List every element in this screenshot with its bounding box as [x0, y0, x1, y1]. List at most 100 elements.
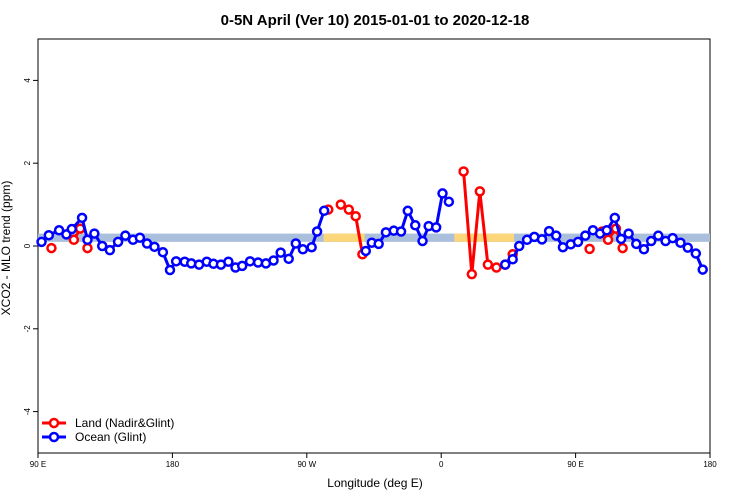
y-tick-label: 4	[23, 78, 32, 83]
data-point	[690, 248, 702, 259]
data-point	[318, 205, 330, 217]
data-point	[76, 212, 88, 224]
data-point	[335, 199, 347, 210]
data-point	[617, 242, 628, 254]
data-point	[584, 243, 595, 255]
data-point	[430, 222, 442, 233]
data-point	[66, 223, 78, 235]
data-point	[601, 225, 613, 236]
data-point	[120, 230, 131, 241]
data-point	[275, 247, 286, 258]
data-point	[638, 244, 650, 255]
legend: Land (Nadir&Glint) Ocean (Glint)	[42, 416, 174, 444]
data-point	[623, 228, 634, 239]
data-point	[297, 244, 309, 255]
data-point	[682, 242, 694, 253]
legend-marker-ocean	[48, 431, 60, 443]
data-point	[96, 240, 108, 252]
data-point	[550, 230, 562, 241]
data-point	[343, 204, 355, 215]
y-tick-label: 2	[23, 160, 32, 165]
data-point	[437, 188, 448, 199]
chart-title: 0-5N April (Ver 10) 2015-01-01 to 2020-1…	[221, 12, 530, 29]
data-point	[645, 235, 657, 247]
x-tick-label: 90 W	[297, 460, 316, 469]
data-point	[104, 244, 116, 256]
y-tick-label: 0	[23, 243, 32, 248]
data-point	[53, 225, 65, 236]
data-point	[615, 233, 627, 245]
series-land	[46, 166, 628, 280]
data-point	[164, 264, 176, 276]
y-tick-label: -4	[23, 407, 32, 415]
data-point	[572, 236, 584, 248]
data-point	[149, 241, 160, 253]
data-point	[268, 255, 279, 266]
y-tick-label: -2	[23, 325, 32, 333]
data-point	[395, 226, 407, 237]
data-point	[46, 242, 57, 254]
data-point	[410, 220, 421, 231]
legend-label-land: Land (Nadir&Glint)	[75, 416, 174, 430]
data-point	[697, 264, 708, 275]
x-axis-label: Longitude (deg E)	[327, 476, 422, 490]
x-tick-label: 180	[703, 460, 717, 469]
data-point	[244, 256, 256, 267]
data-point	[82, 242, 93, 254]
data-point	[536, 234, 548, 245]
data-point	[43, 229, 55, 241]
data-point	[157, 246, 169, 258]
x-axis: 90 E 180 90 W 0 90 E 180	[30, 453, 717, 469]
y-axis-label: XCO2 - MLO trend (ppm)	[0, 181, 13, 316]
series-ocean	[36, 188, 708, 276]
data-point	[68, 234, 80, 246]
data-point	[170, 256, 182, 267]
data-point	[443, 196, 455, 207]
band-land-0	[323, 233, 365, 242]
data-point	[290, 238, 302, 249]
series-line	[462, 171, 514, 276]
data-point	[134, 232, 146, 243]
data-point	[667, 232, 678, 244]
legend-label-ocean: Ocean (Glint)	[75, 430, 146, 444]
data-point	[223, 256, 234, 267]
data-point	[236, 260, 248, 272]
data-point	[631, 238, 642, 250]
data-point	[507, 253, 518, 265]
band-ocean	[38, 233, 710, 242]
series-layer	[36, 166, 708, 280]
data-point	[482, 259, 494, 270]
data-point	[112, 236, 124, 248]
data-point	[306, 241, 317, 253]
data-point	[466, 268, 478, 280]
x-tick-label: 180	[166, 460, 180, 469]
y-axis: -4 -2 0 2 4	[23, 78, 38, 415]
series-line	[504, 216, 705, 271]
x-tick-label: 0	[439, 460, 444, 469]
data-point	[675, 237, 686, 248]
data-point	[36, 236, 47, 248]
x-tick-label: 90 E	[567, 460, 583, 469]
data-point	[602, 234, 614, 246]
data-point	[82, 234, 93, 246]
data-point	[360, 245, 372, 257]
data-point	[402, 205, 414, 217]
data-point	[609, 212, 621, 224]
data-point	[513, 240, 525, 252]
data-point	[580, 230, 591, 241]
data-point	[474, 186, 486, 197]
data-point	[417, 235, 428, 247]
data-point	[373, 238, 384, 250]
data-point	[458, 166, 469, 177]
data-point	[653, 230, 664, 241]
data-point	[491, 262, 502, 273]
data-point	[499, 259, 511, 270]
data-point	[89, 228, 100, 239]
x-tick-label: 90 E	[30, 460, 46, 469]
data-point	[311, 226, 323, 237]
legend-marker-land	[48, 417, 60, 429]
data-point	[543, 225, 555, 237]
data-point	[350, 210, 361, 222]
data-point	[283, 253, 294, 265]
